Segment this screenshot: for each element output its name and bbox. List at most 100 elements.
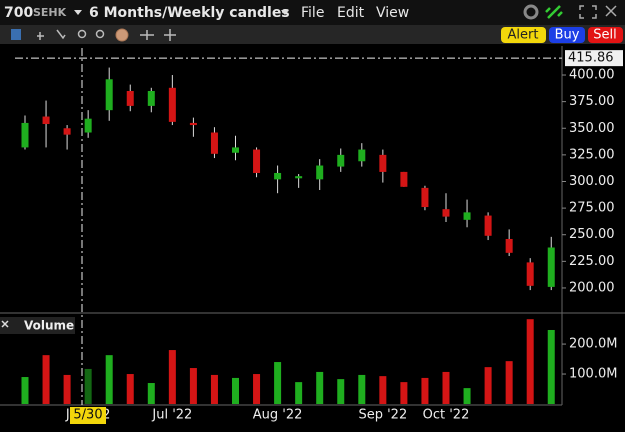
candle-body xyxy=(358,149,366,162)
tool-icon[interactable] xyxy=(140,30,154,40)
candle-body xyxy=(105,79,113,111)
crosshair-icon[interactable] xyxy=(115,28,129,42)
candle-body xyxy=(400,171,408,187)
maximize-icon[interactable] xyxy=(579,5,597,19)
y-tick-label: 250.00 xyxy=(569,227,615,242)
y-tick-label: 200.00 xyxy=(569,280,615,295)
volume-bar xyxy=(21,377,29,404)
close-icon[interactable] xyxy=(605,5,617,17)
x-tick-label: Sep '22 xyxy=(358,408,407,423)
buy-button[interactable] xyxy=(549,27,585,43)
candle-body xyxy=(547,247,555,287)
tool-icon[interactable] xyxy=(11,29,21,40)
volume-bar xyxy=(210,374,218,404)
volume-bar xyxy=(232,377,239,404)
toolbar-icons xyxy=(11,28,176,42)
candle-body xyxy=(526,262,534,286)
candle-body xyxy=(126,90,134,106)
menu-file[interactable]: File xyxy=(301,5,324,21)
candle-body xyxy=(421,187,429,208)
volume-bar xyxy=(126,374,134,404)
y-tick-label: 375.00 xyxy=(569,94,615,109)
candle-body xyxy=(337,154,345,167)
y-tick-label: 400.00 xyxy=(569,68,615,83)
menu-view[interactable]: View xyxy=(376,5,409,21)
candle-body xyxy=(42,116,50,124)
dropdown-arrow[interactable] xyxy=(281,10,289,15)
toolbar xyxy=(0,25,625,44)
volume-bar xyxy=(379,376,387,404)
tool-icon[interactable] xyxy=(56,29,66,40)
crosshair-price-box xyxy=(565,50,623,67)
title-bar xyxy=(0,0,625,25)
volume-bar xyxy=(442,371,450,404)
menu-edit[interactable]: Edit xyxy=(337,5,365,21)
candle-body xyxy=(84,118,92,133)
candle-body xyxy=(253,149,261,173)
symbol[interactable]: 700 xyxy=(4,5,33,21)
volume-title: Volume xyxy=(24,319,74,333)
candle-body xyxy=(63,128,71,135)
volume-bar xyxy=(168,350,176,404)
dropdown-arrow[interactable] xyxy=(74,10,82,15)
volume-bar xyxy=(421,377,429,404)
volume-bar xyxy=(105,355,113,404)
link-icon[interactable] xyxy=(545,5,563,19)
volume-bar xyxy=(253,374,261,404)
x-tick-label: Jul '22 xyxy=(151,408,192,423)
zoom-in-icon[interactable] xyxy=(77,29,87,39)
settings-icon[interactable] xyxy=(523,4,539,20)
volume-bar xyxy=(526,319,534,404)
volume-bar xyxy=(189,368,197,404)
candle-body xyxy=(295,176,303,179)
x-tick-label: Aug '22 xyxy=(253,408,303,423)
candle-body xyxy=(379,154,387,172)
candle-body xyxy=(147,90,155,106)
volume-bar xyxy=(42,355,50,404)
period[interactable]: 6 Months/Weekly candles xyxy=(89,5,290,21)
volume-bar xyxy=(147,383,155,404)
x-tick-label: Oct '22 xyxy=(423,408,470,423)
zoom-out-icon[interactable] xyxy=(95,29,105,39)
volume-bar xyxy=(316,371,324,404)
sell-label[interactable]: Sell xyxy=(593,28,616,43)
volume-bar xyxy=(337,379,345,404)
candle-body xyxy=(189,122,197,126)
buy-label[interactable]: Buy xyxy=(555,28,580,43)
y-tick-label: 300.00 xyxy=(569,174,615,189)
sell-button[interactable] xyxy=(588,27,623,43)
candle-body xyxy=(21,122,29,148)
volume-bar xyxy=(400,382,408,404)
candle-body xyxy=(463,212,471,220)
crosshair-price-label: 415.86 xyxy=(568,51,614,66)
candle-body xyxy=(232,147,239,153)
candle-body xyxy=(316,165,324,180)
candle-body xyxy=(274,172,282,180)
plot: 200.00 225.00 250.00 275.00 300.00 325.00 350.… xyxy=(15,48,623,424)
tool-icon[interactable] xyxy=(164,29,176,41)
volume-bar xyxy=(547,329,555,404)
volume-bar xyxy=(505,361,513,404)
y-tick-label: 100.0M xyxy=(569,367,617,382)
pane-label-box xyxy=(0,317,75,334)
volume-bar xyxy=(84,368,92,404)
y-tick-label: 200.0M xyxy=(569,337,617,352)
alert-button[interactable] xyxy=(501,27,546,43)
candle-body xyxy=(210,132,218,154)
pane-close-icon[interactable] xyxy=(1,320,9,328)
tool-icon[interactable] xyxy=(37,32,44,40)
volume-bar xyxy=(484,367,492,404)
candle-body xyxy=(484,215,492,236)
volume-bar xyxy=(358,374,366,404)
candle-body xyxy=(168,87,176,122)
y-tick-label: 275.00 xyxy=(569,201,615,216)
alert-label[interactable]: Alert xyxy=(508,28,539,43)
y-tick-label: 350.00 xyxy=(569,121,615,136)
y-tick-label: 325.00 xyxy=(569,147,615,162)
crosshair-date-box xyxy=(70,407,106,424)
volume-bar xyxy=(63,374,71,404)
volume-bar xyxy=(274,362,282,404)
crosshair-date-label: 5/30 xyxy=(73,408,102,423)
